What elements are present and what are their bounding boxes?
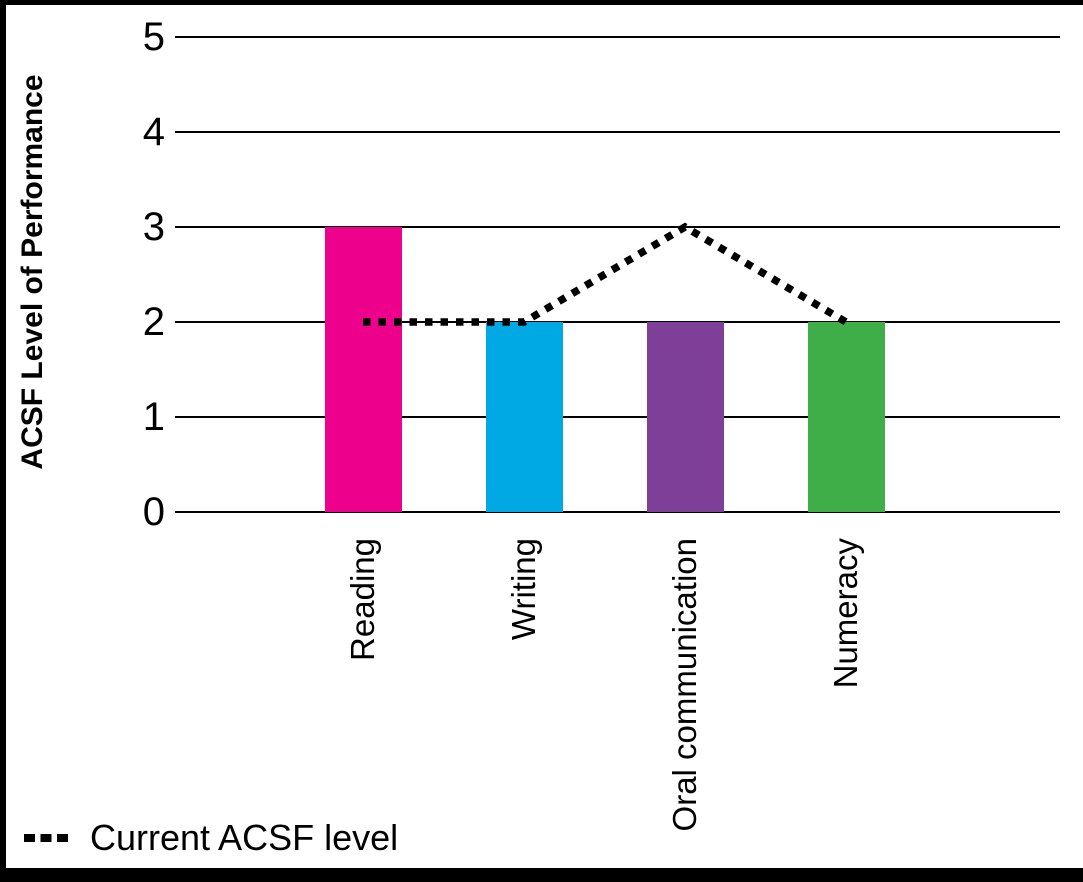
category-label-writing: Writing (505, 538, 542, 641)
y-tick-label-5: 5 (142, 15, 165, 59)
category-label-oral-communication: Oral communication (666, 538, 703, 832)
bar-numeracy (807, 322, 885, 512)
frame-border-left (0, 0, 6, 882)
y-tick-label-3: 3 (142, 205, 165, 249)
y-tick-label-0: 0 (142, 490, 165, 534)
gridline-y-4 (175, 131, 1060, 133)
y-tick-label-1: 1 (142, 395, 165, 439)
bar-oral-communication (646, 322, 724, 512)
y-tick-label-2: 2 (142, 300, 165, 344)
gridline-y-1 (175, 416, 1060, 418)
bar-reading (324, 227, 402, 512)
legend-label: Current ACSF level (90, 817, 399, 858)
category-label-numeracy: Numeracy (827, 538, 864, 689)
category-label-reading: Reading (344, 538, 381, 661)
bar-writing (485, 322, 563, 512)
dotted-line-legend-swatch-icon (24, 834, 70, 842)
y-tick-label-4: 4 (142, 110, 165, 154)
gridline-y-5 (175, 36, 1060, 38)
gridline-y-3 (175, 226, 1060, 228)
frame-border-top (0, 0, 1083, 5)
gridline-y-0 (175, 511, 1060, 513)
frame-border-bottom (0, 868, 1083, 882)
gridline-y-2 (175, 321, 1060, 323)
legend: Current ACSF level (24, 816, 398, 860)
